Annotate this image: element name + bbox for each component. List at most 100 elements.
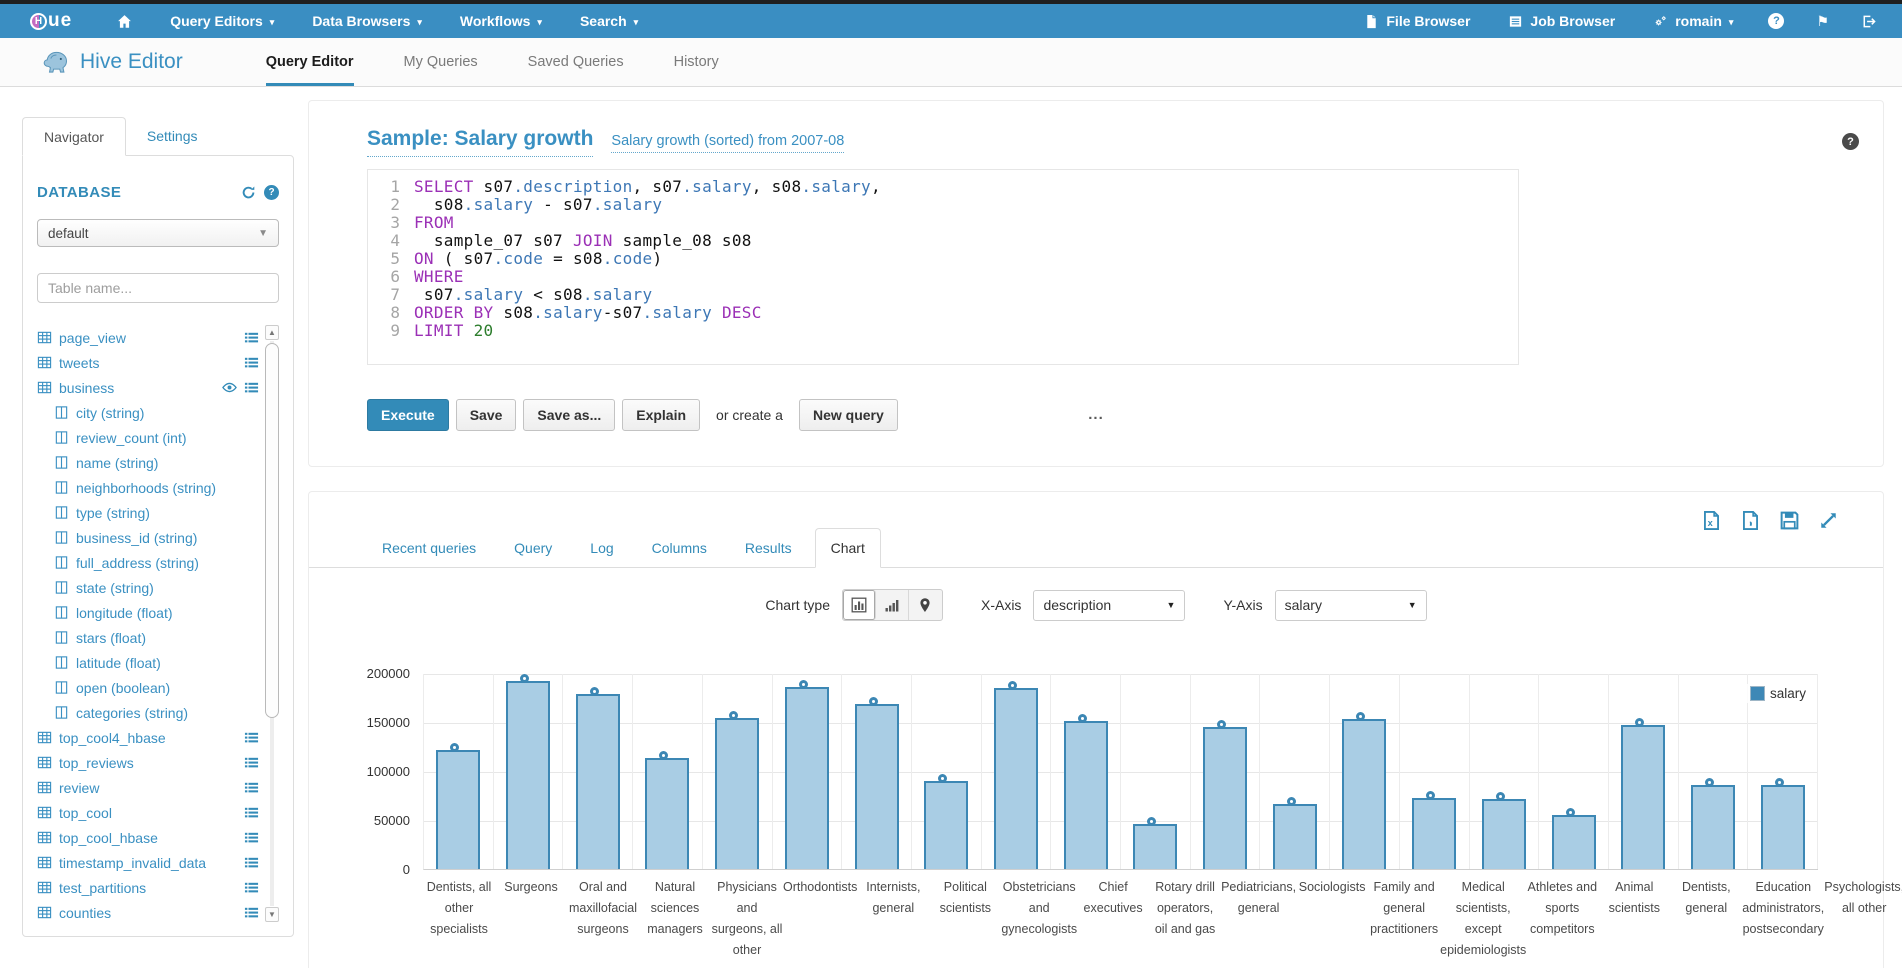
sidebar-column-item[interactable]: city (string) xyxy=(37,400,259,425)
hive-editor-brand[interactable]: Hive Editor xyxy=(42,38,183,86)
sidebar-table-item[interactable]: tweets xyxy=(37,350,259,375)
query-help-icon[interactable]: ? xyxy=(1842,133,1859,150)
chart-bar[interactable] xyxy=(1203,719,1248,869)
sidebar-column-item[interactable]: business_id (string) xyxy=(37,525,259,550)
sidebar-table-item[interactable]: top_cool4_hbase xyxy=(37,725,259,750)
query-title[interactable]: Sample: Salary growth xyxy=(367,127,594,157)
sidebar-column-item[interactable]: open (boolean) xyxy=(37,675,259,700)
database-help-icon[interactable]: ? xyxy=(264,185,279,200)
sidebar-table-item[interactable]: timestamp_invalid_data xyxy=(37,850,259,875)
tab-saved-queries[interactable]: Saved Queries xyxy=(527,54,624,70)
table-details-icon[interactable] xyxy=(244,730,259,745)
sidebar-column-item[interactable]: categories (string) xyxy=(37,700,259,725)
tab-query[interactable]: Query xyxy=(514,540,553,556)
sidebar-table-item[interactable]: business xyxy=(37,375,259,400)
chart-bar[interactable] xyxy=(924,773,969,869)
help-button[interactable]: ? xyxy=(1752,4,1800,38)
table-details-icon[interactable] xyxy=(244,855,259,870)
chart-bar[interactable] xyxy=(1133,817,1178,869)
tab-history[interactable]: History xyxy=(673,54,719,70)
table-details-icon[interactable] xyxy=(244,830,259,845)
sidebar-table-item[interactable]: top_cool xyxy=(37,800,259,825)
tab-recent-queries[interactable]: Recent queries xyxy=(382,540,477,556)
database-select[interactable]: default ▼ xyxy=(37,219,279,247)
chart-bar[interactable] xyxy=(645,751,690,869)
sidebar-column-item[interactable]: stars (float) xyxy=(37,625,259,650)
save-as-button[interactable]: Save as... xyxy=(523,399,616,431)
tab-log[interactable]: Log xyxy=(590,540,614,556)
menu-query-editors[interactable]: Query Editors ▾ xyxy=(151,4,293,38)
export-excel-button[interactable]: x xyxy=(1701,510,1722,531)
sidebar-column-item[interactable]: review_count (int) xyxy=(37,425,259,450)
menu-search[interactable]: Search ▾ xyxy=(561,4,657,38)
chart-bar[interactable] xyxy=(1272,796,1317,869)
chart-bar[interactable] xyxy=(506,674,551,869)
table-details-icon[interactable] xyxy=(244,330,259,345)
tab-settings[interactable]: Settings xyxy=(146,128,198,144)
map-marker-type-button[interactable] xyxy=(909,590,942,620)
menu-data-browsers[interactable]: Data Browsers ▾ xyxy=(293,4,441,38)
execute-button[interactable]: Execute xyxy=(367,399,449,431)
scrollbar-thumb[interactable] xyxy=(265,343,279,718)
table-details-icon[interactable] xyxy=(244,880,259,895)
sidebar-column-item[interactable]: full_address (string) xyxy=(37,550,259,575)
tab-columns[interactable]: Columns xyxy=(651,540,707,556)
chart-bar[interactable] xyxy=(854,697,899,869)
chart-bar[interactable] xyxy=(1621,717,1666,869)
refresh-icon[interactable] xyxy=(241,185,256,200)
tab-chart[interactable]: Chart xyxy=(814,528,881,568)
chart-bar[interactable] xyxy=(575,687,620,869)
chart-bar[interactable] xyxy=(1063,714,1108,869)
chart-bar[interactable] xyxy=(1551,808,1596,869)
signal-bars-type-button[interactable] xyxy=(876,590,909,620)
sidebar-table-item[interactable]: counties xyxy=(37,900,259,922)
table-details-icon[interactable] xyxy=(244,380,259,395)
menu-workflows[interactable]: Workflows ▾ xyxy=(441,4,561,38)
x-axis-select[interactable]: description ▼ xyxy=(1033,589,1186,621)
sidebar-table-item[interactable]: test_partitions xyxy=(37,875,259,900)
logout-button[interactable] xyxy=(1845,4,1902,38)
table-details-icon[interactable] xyxy=(244,355,259,370)
y-axis-select[interactable]: salary ▼ xyxy=(1274,589,1427,621)
table-details-icon[interactable] xyxy=(244,780,259,795)
table-details-icon[interactable] xyxy=(244,805,259,820)
sidebar-column-item[interactable]: longitude (float) xyxy=(37,600,259,625)
chart-bar[interactable] xyxy=(1342,712,1387,869)
editor-resize-handle[interactable]: ... xyxy=(1088,406,1104,423)
sidebar-table-item[interactable]: review xyxy=(37,775,259,800)
sidebar-table-item[interactable]: page_view xyxy=(37,325,259,350)
chart-bar[interactable] xyxy=(1412,790,1457,869)
sidebar-table-item[interactable]: top_reviews xyxy=(37,750,259,775)
save-results-button[interactable] xyxy=(1779,510,1800,531)
file-browser-button[interactable]: File Browser xyxy=(1345,4,1489,38)
eye-icon[interactable] xyxy=(222,380,237,395)
sidebar-column-item[interactable]: type (string) xyxy=(37,500,259,525)
job-browser-button[interactable]: Job Browser xyxy=(1489,4,1634,38)
chart-bar[interactable] xyxy=(784,680,829,869)
table-details-icon[interactable] xyxy=(244,905,259,920)
sidebar-column-item[interactable]: latitude (float) xyxy=(37,650,259,675)
sidebar-column-item[interactable]: neighborhoods (string) xyxy=(37,475,259,500)
table-filter-input[interactable] xyxy=(37,273,279,303)
chart-bar[interactable] xyxy=(436,743,481,869)
save-button[interactable]: Save xyxy=(455,399,517,431)
bar-chart-type-button[interactable] xyxy=(842,590,876,620)
new-query-button[interactable]: New query xyxy=(798,399,898,431)
feedback-button[interactable]: ⚑ xyxy=(1800,4,1845,38)
chart-bar[interactable] xyxy=(1760,778,1805,869)
sidebar-column-item[interactable]: state (string) xyxy=(37,575,259,600)
sidebar-table-item[interactable]: top_cool_hbase xyxy=(37,825,259,850)
sidebar-column-item[interactable]: name (string) xyxy=(37,450,259,475)
user-menu[interactable]: romain ▾ xyxy=(1634,4,1752,38)
hue-logo[interactable]: H ue xyxy=(30,10,72,32)
tab-navigator[interactable]: Navigator xyxy=(22,117,126,156)
table-details-icon[interactable] xyxy=(244,755,259,770)
chart-bar[interactable] xyxy=(1481,792,1526,869)
chart-bar[interactable] xyxy=(993,681,1038,869)
export-csv-button[interactable] xyxy=(1740,510,1761,531)
home-button[interactable] xyxy=(98,4,151,38)
scroll-down-button[interactable]: ▼ xyxy=(265,907,279,922)
chart-bar[interactable] xyxy=(1691,777,1735,869)
expand-results-button[interactable] xyxy=(1818,510,1839,531)
